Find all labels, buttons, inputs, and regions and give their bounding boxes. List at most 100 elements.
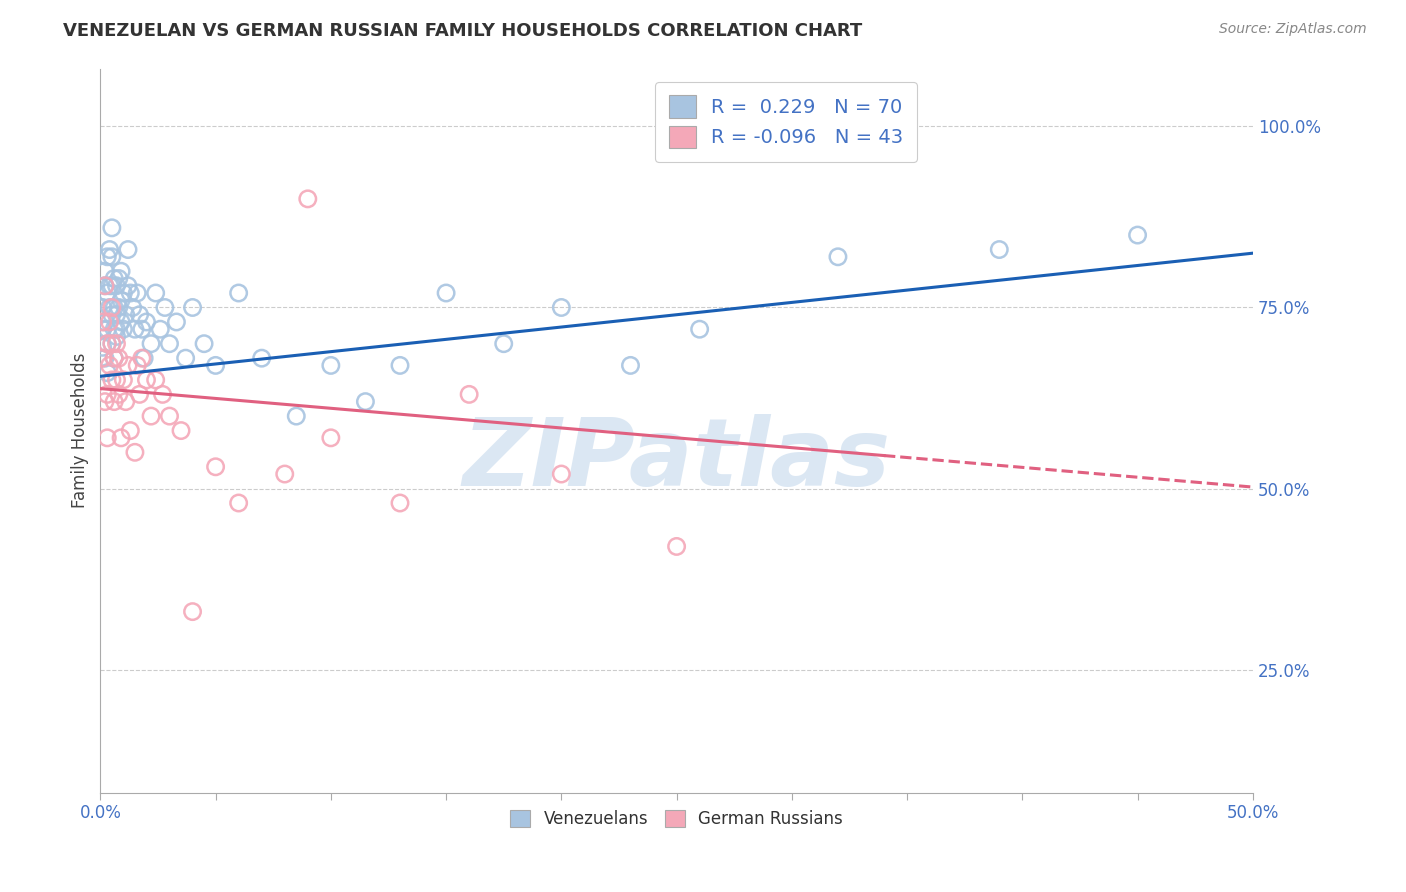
Point bbox=[105, 329, 128, 343]
Point bbox=[101, 373, 124, 387]
Point bbox=[96, 431, 118, 445]
Point bbox=[110, 315, 132, 329]
Point bbox=[105, 322, 128, 336]
Point bbox=[101, 278, 124, 293]
Point bbox=[91, 315, 114, 329]
Point bbox=[121, 301, 143, 315]
Point bbox=[181, 605, 204, 619]
Legend: Venezuelans, German Russians: Venezuelans, German Russians bbox=[503, 804, 849, 835]
Point bbox=[94, 394, 117, 409]
Point bbox=[105, 336, 128, 351]
Point bbox=[101, 336, 124, 351]
Point bbox=[114, 308, 136, 322]
Point bbox=[94, 278, 117, 293]
Point bbox=[131, 351, 153, 366]
Point bbox=[131, 322, 153, 336]
Point bbox=[388, 496, 411, 510]
Point bbox=[98, 359, 121, 373]
Point bbox=[101, 220, 124, 235]
Point bbox=[96, 250, 118, 264]
Point bbox=[689, 322, 711, 336]
Point bbox=[145, 285, 167, 300]
Point bbox=[388, 359, 411, 373]
Point bbox=[159, 336, 181, 351]
Point bbox=[159, 409, 181, 423]
Point bbox=[128, 308, 150, 322]
Text: ZIPatlas: ZIPatlas bbox=[463, 414, 890, 506]
Point bbox=[228, 496, 250, 510]
Point bbox=[94, 351, 117, 366]
Point bbox=[103, 351, 125, 366]
Point bbox=[319, 431, 342, 445]
Point bbox=[96, 336, 118, 351]
Point bbox=[94, 278, 117, 293]
Point bbox=[319, 359, 342, 373]
Point bbox=[124, 322, 146, 336]
Point bbox=[96, 336, 118, 351]
Point bbox=[110, 431, 132, 445]
Point bbox=[91, 322, 114, 336]
Point bbox=[105, 373, 128, 387]
Point bbox=[96, 285, 118, 300]
Point bbox=[145, 373, 167, 387]
Point bbox=[103, 271, 125, 285]
Point bbox=[114, 394, 136, 409]
Point bbox=[107, 301, 129, 315]
Point bbox=[98, 243, 121, 257]
Point bbox=[174, 351, 197, 366]
Point bbox=[124, 445, 146, 459]
Point bbox=[101, 336, 124, 351]
Point bbox=[112, 322, 135, 336]
Point bbox=[153, 301, 176, 315]
Point bbox=[139, 336, 162, 351]
Point bbox=[117, 359, 139, 373]
Point bbox=[103, 322, 125, 336]
Point bbox=[103, 351, 125, 366]
Point bbox=[128, 387, 150, 401]
Point bbox=[297, 192, 319, 206]
Point bbox=[117, 278, 139, 293]
Point bbox=[135, 373, 157, 387]
Point bbox=[354, 394, 377, 409]
Point bbox=[458, 387, 481, 401]
Point bbox=[101, 250, 124, 264]
Point bbox=[117, 243, 139, 257]
Point bbox=[103, 301, 125, 315]
Point bbox=[107, 351, 129, 366]
Point bbox=[550, 467, 572, 481]
Point bbox=[103, 394, 125, 409]
Point bbox=[204, 459, 226, 474]
Point bbox=[94, 315, 117, 329]
Point bbox=[120, 424, 142, 438]
Point bbox=[110, 293, 132, 308]
Point bbox=[107, 387, 129, 401]
Point bbox=[1126, 228, 1149, 243]
Point bbox=[135, 315, 157, 329]
Point bbox=[101, 308, 124, 322]
Point bbox=[434, 285, 457, 300]
Point bbox=[96, 322, 118, 336]
Point bbox=[165, 315, 187, 329]
Point bbox=[285, 409, 308, 423]
Point bbox=[107, 271, 129, 285]
Point bbox=[127, 359, 149, 373]
Point bbox=[665, 540, 688, 554]
Y-axis label: Family Households: Family Households bbox=[72, 353, 89, 508]
Point bbox=[120, 285, 142, 300]
Point bbox=[827, 250, 849, 264]
Point bbox=[134, 351, 156, 366]
Point bbox=[96, 387, 118, 401]
Point bbox=[149, 322, 172, 336]
Point bbox=[988, 243, 1011, 257]
Point bbox=[96, 366, 118, 380]
Point bbox=[91, 340, 114, 354]
Point bbox=[193, 336, 215, 351]
Point bbox=[98, 301, 121, 315]
Point bbox=[110, 264, 132, 278]
Point bbox=[619, 359, 641, 373]
Point bbox=[170, 424, 193, 438]
Point bbox=[105, 278, 128, 293]
Point bbox=[101, 301, 124, 315]
Point bbox=[250, 351, 273, 366]
Point bbox=[492, 336, 515, 351]
